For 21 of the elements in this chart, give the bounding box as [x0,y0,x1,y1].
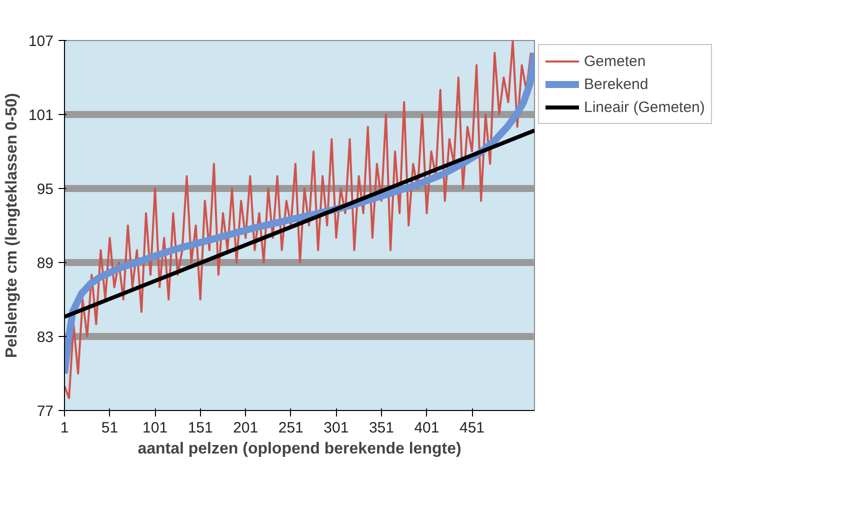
x-tick-label: 101 [142,420,168,436]
y-tick-label: 89 [36,255,54,272]
x-axis-title: aantal pelzen (oplopend berekende lengte) [138,440,462,458]
x-tick-label: 301 [324,420,349,436]
x-tick-label: 151 [188,420,213,436]
y-axis-title: Pelslengte cm (lengteklassen 0-50) [3,93,20,358]
legend-label: Berekend [584,76,648,92]
y-tick-label: 95 [36,181,54,198]
legend-label: Lineair (Gemeten) [584,98,705,116]
x-tick-label: 251 [278,420,304,436]
legend-label: Gemeten [584,52,646,70]
x-tick-label: 51 [101,420,118,436]
y-tick-label: 83 [36,329,54,346]
x-tick-label: 201 [233,420,258,436]
x-tick-label: 351 [368,420,394,436]
x-tick-label: 401 [414,420,440,436]
y-tick-label: 77 [36,403,54,420]
x-tick-label: 1 [60,420,69,436]
y-tick-label: 107 [28,33,54,50]
y-tick-label: 101 [28,107,54,124]
x-tick-label: 451 [460,420,485,436]
